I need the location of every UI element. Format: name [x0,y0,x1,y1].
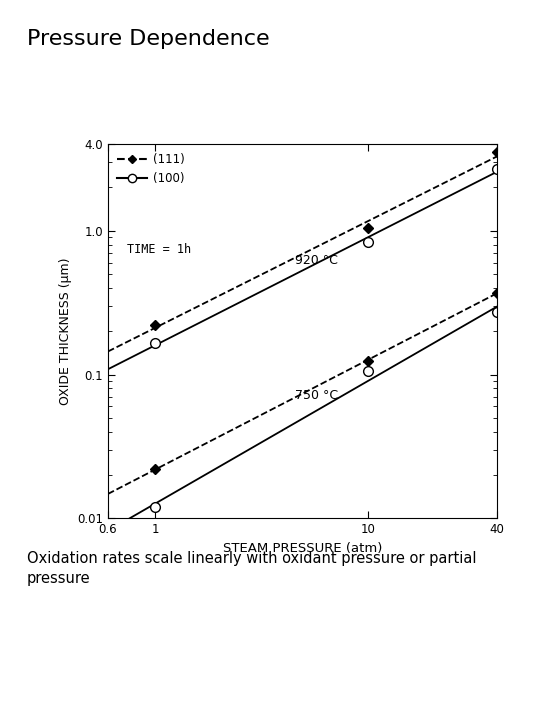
X-axis label: STEAM PRESSURE (atm): STEAM PRESSURE (atm) [222,542,382,555]
Text: Oxidation rates scale linearly with oxidant pressure or partial
pressure: Oxidation rates scale linearly with oxid… [27,551,476,585]
Text: 750 °C: 750 °C [294,389,338,402]
Y-axis label: OXIDE THICKNESS (μm): OXIDE THICKNESS (μm) [58,258,72,405]
Text: 920 °C: 920 °C [294,254,338,267]
Text: TIME = 1h: TIME = 1h [127,243,192,256]
Legend: (111), (100): (111), (100) [114,150,188,189]
Text: Pressure Dependence: Pressure Dependence [27,29,269,49]
